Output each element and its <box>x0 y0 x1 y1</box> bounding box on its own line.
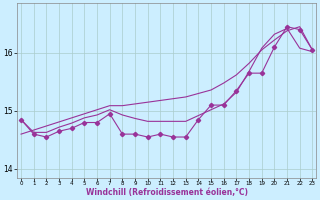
X-axis label: Windchill (Refroidissement éolien,°C): Windchill (Refroidissement éolien,°C) <box>86 188 248 197</box>
